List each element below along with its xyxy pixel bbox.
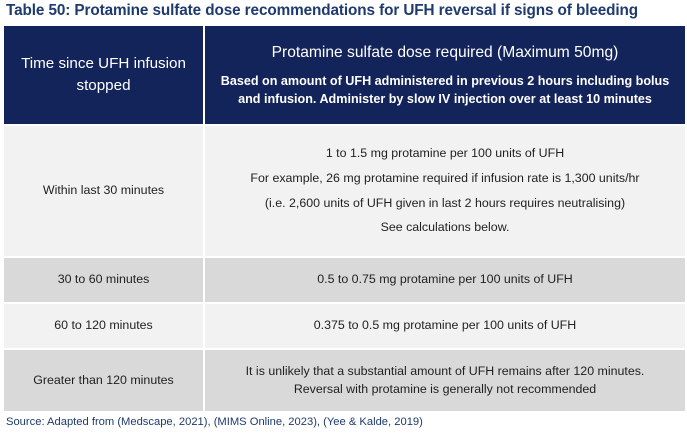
header-dose-note: Based on amount of UFH administered in p…: [220, 73, 670, 107]
table-title: Table 50: Protamine sulfate dose recomme…: [6, 2, 639, 19]
dose-line: 0.5 to 0.75 mg protamine per 100 units o…: [317, 272, 573, 287]
header-dose: Protamine sulfate dose required (Maximum…: [203, 26, 685, 125]
dose-line: 1 to 1.5 mg protamine per 100 units of U…: [325, 146, 565, 161]
source-note: Source: Adapted from (Medscape, 2021), (…: [6, 416, 423, 428]
row-time: 30 to 60 minutes: [4, 256, 204, 303]
row-dose: 0.375 to 0.5 mg protamine per 100 units …: [203, 302, 685, 349]
row-dose: 0.5 to 0.75 mg protamine per 100 units o…: [203, 256, 685, 303]
dose-line: (i.e. 2,600 units of UFH given in last 2…: [264, 195, 626, 210]
header-time: Time since UFH infusion stopped: [4, 26, 204, 125]
row-time: Within last 30 minutes: [4, 124, 204, 257]
dose-line: See calculations below.: [380, 220, 510, 235]
header-dose-title: Protamine sulfate dose required (Maximum…: [271, 43, 619, 61]
row-time: 60 to 120 minutes: [4, 302, 204, 349]
row-time: Greater than 120 minutes: [4, 348, 204, 411]
table-row: Greater than 120 minutes It is unlikely …: [4, 348, 685, 411]
dose-line: Reversal with protamine is generally not…: [293, 381, 597, 396]
header-time-label: Time since UFH infusion stopped: [21, 55, 186, 94]
dose-table: Time since UFH infusion stopped Protamin…: [4, 26, 685, 411]
table-header-row: Time since UFH infusion stopped Protamin…: [4, 26, 685, 125]
table-row: 30 to 60 minutes 0.5 to 0.75 mg protamin…: [4, 256, 685, 303]
table-row: Within last 30 minutes 1 to 1.5 mg prota…: [4, 124, 685, 257]
table-row: 60 to 120 minutes 0.375 to 0.5 mg protam…: [4, 302, 685, 349]
dose-line: For example, 26 mg protamine required if…: [250, 170, 640, 185]
row-dose: 1 to 1.5 mg protamine per 100 units of U…: [203, 124, 685, 257]
row-dose: It is unlikely that a substantial amount…: [203, 348, 685, 411]
dose-line: 0.375 to 0.5 mg protamine per 100 units …: [313, 318, 577, 333]
dose-line: It is unlikely that a substantial amount…: [245, 363, 645, 378]
